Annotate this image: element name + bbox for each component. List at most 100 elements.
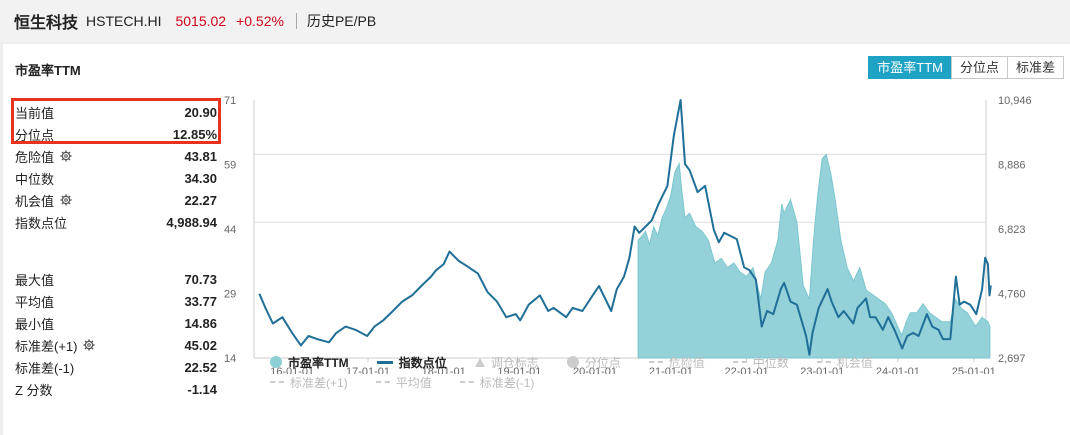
stat-label: Z 分数 [15, 380, 53, 399]
stat-label-text: 最大值 [15, 272, 55, 288]
stat-row: 最小值 14.86 [15, 312, 217, 334]
x-tick-label: 25-01-01 [952, 366, 996, 374]
stat-label-text: 标准差(+1) [15, 338, 78, 354]
stat-row: 危险值 43.81 [15, 145, 217, 167]
legend-dash-icon [648, 361, 663, 363]
stat-label-text: 平均值 [15, 294, 55, 310]
legend-label: 标准差(+1) [290, 375, 348, 390]
stat-row: 机会值 22.27 [15, 189, 217, 211]
y-left-tick-label: 59 [224, 160, 236, 172]
tab-percentile[interactable]: 分位点 [950, 56, 1008, 79]
legend-item[interactable]: 平均值 [375, 374, 432, 391]
y-left-tick-label: 29 [224, 289, 236, 301]
legend-item[interactable]: 机会值 [816, 354, 873, 371]
stat-label-text: Z 分数 [15, 382, 53, 398]
index-name: 恒生科技 [14, 15, 79, 32]
legend-dash-icon [459, 381, 474, 383]
x-tick-label: 21-01-01 [649, 366, 693, 374]
gear-icon[interactable] [60, 150, 72, 162]
legend-label: 危险值 [668, 355, 705, 370]
y-left-tick-label: 44 [224, 224, 236, 236]
stat-row: 平均值 33.77 [15, 290, 217, 312]
chart-legend: 市盈率TTM 指数点位 调仓标志 分位点 危险值 中位数 机会值 标准差(+1) 平均值 标准差… [270, 352, 1030, 392]
stat-label: 标准差(+1) [15, 336, 96, 355]
legend-row-1: 市盈率TTM 指数点位 调仓标志 分位点 危险值 中位数 机会值 [270, 352, 1030, 372]
pe-chart: 71 59 44 29 14 10,946 8,886 6,823 4,760 2,697 16-0… [224, 95, 1032, 374]
stat-label-text: 最小值 [15, 316, 55, 332]
stat-label: 当前值 [15, 103, 54, 122]
stat-label-text: 标准差(-1) [15, 360, 75, 376]
legend-label: 分位点 [584, 355, 621, 370]
stat-label: 危险值 [15, 147, 72, 166]
y-right-tick-label: 2,697 [998, 353, 1026, 365]
index-code: HSTECH.HI [86, 13, 162, 29]
x-tick-label: 24-01-01 [876, 366, 920, 374]
stat-label: 中位数 [15, 169, 54, 188]
stat-row: 标准差(+1) 45.02 [15, 334, 217, 356]
stat-row: 中位数 34.30 [15, 167, 217, 189]
stat-label: 分位点 [15, 125, 54, 144]
x-tick-label: 23-01-01 [800, 366, 844, 374]
stat-label: 平均值 [15, 292, 54, 311]
page-subtitle: 历史PE/PB [306, 13, 377, 29]
legend-dash-icon [732, 361, 747, 363]
index-change: +0.52% [236, 13, 284, 29]
legend-dash-icon [816, 361, 831, 363]
header-divider [295, 13, 297, 29]
stat-value: 33.77 [184, 293, 217, 309]
stat-value: 43.81 [184, 148, 217, 164]
legend-label: 机会值 [836, 355, 873, 370]
stat-row: 标准差(-1) 22.52 [15, 356, 217, 378]
legend-item[interactable]: 中位数 [732, 354, 789, 371]
y-right-tick-label: 8,886 [998, 160, 1026, 172]
stat-value: 45.02 [184, 337, 217, 353]
gear-icon[interactable] [83, 339, 96, 351]
tab-std-dev[interactable]: 标准差 [1006, 56, 1064, 79]
y-left-tick-label: 71 [224, 95, 236, 107]
stat-label-text: 中位数 [15, 171, 55, 187]
stat-value: 12.85% [172, 126, 217, 142]
legend-item[interactable]: 调仓标志 [474, 354, 539, 371]
legend-dash-icon [375, 381, 390, 383]
stat-label-text: 机会值 [15, 193, 55, 209]
index-price: 5015.02 [175, 13, 227, 29]
x-tick-label: 16-01-01 [270, 366, 314, 374]
tab-pe-ttm[interactable]: 市盈率TTM [868, 56, 952, 79]
legend-item[interactable]: 市盈率TTM [270, 354, 349, 371]
pe-ttm-area [637, 153, 991, 359]
legend-row-2: 标准差(+1) 平均值 标准差(-1) [270, 372, 1030, 392]
legend-item[interactable]: 分位点 [566, 354, 621, 371]
y-left-tick-label: 14 [224, 353, 236, 365]
legend-dash-icon [270, 381, 284, 383]
x-tick-label: 18-01-01 [422, 366, 466, 374]
stat-label-text: 危险值 [15, 149, 55, 165]
stat-value: 20.90 [184, 104, 217, 120]
x-tick-label: 19-01-01 [497, 366, 541, 374]
legend-tri-icon [474, 357, 485, 367]
legend-dot-icon [270, 356, 282, 368]
index-points-line [258, 99, 992, 356]
y-right-tick-label: 10,946 [998, 95, 1032, 107]
stat-label: 标准差(-1) [15, 358, 74, 377]
stat-label-text: 分位点 [15, 127, 55, 143]
stat-label-text: 指数点位 [15, 215, 68, 231]
legend-item[interactable]: 指数点位 [376, 354, 447, 371]
header-bar: 恒生科技 HSTECH.HI 5015.02 +0.52% 历史PE/PB [0, 0, 1070, 42]
metric-tabs: 市盈率TTM 分位点 标准差 [868, 56, 1064, 79]
legend-item[interactable]: 标准差(+1) [270, 374, 348, 391]
stat-value: 22.27 [184, 192, 217, 208]
legend-line-icon [376, 360, 393, 364]
legend-item[interactable]: 危险值 [648, 354, 705, 371]
stat-value: 70.73 [184, 271, 217, 287]
gear-icon[interactable] [60, 194, 72, 206]
legend-item[interactable]: 标准差(-1) [459, 374, 534, 391]
stat-value: 22.52 [184, 359, 217, 375]
stat-label: 最大值 [15, 270, 54, 289]
y-right-tick-label: 4,760 [998, 289, 1026, 301]
stat-label-text: 当前值 [15, 105, 55, 121]
stats-bottom: 最大值 70.73 平均值 33.77 最小值 14.86 标准差(+1) 45.02 标准差(… [15, 268, 217, 400]
stat-row: Z 分数 -1.14 [15, 378, 217, 400]
stat-value: 14.86 [184, 315, 217, 331]
stat-value: 4,988.94 [166, 214, 217, 230]
stat-row: 最大值 70.73 [15, 268, 217, 290]
